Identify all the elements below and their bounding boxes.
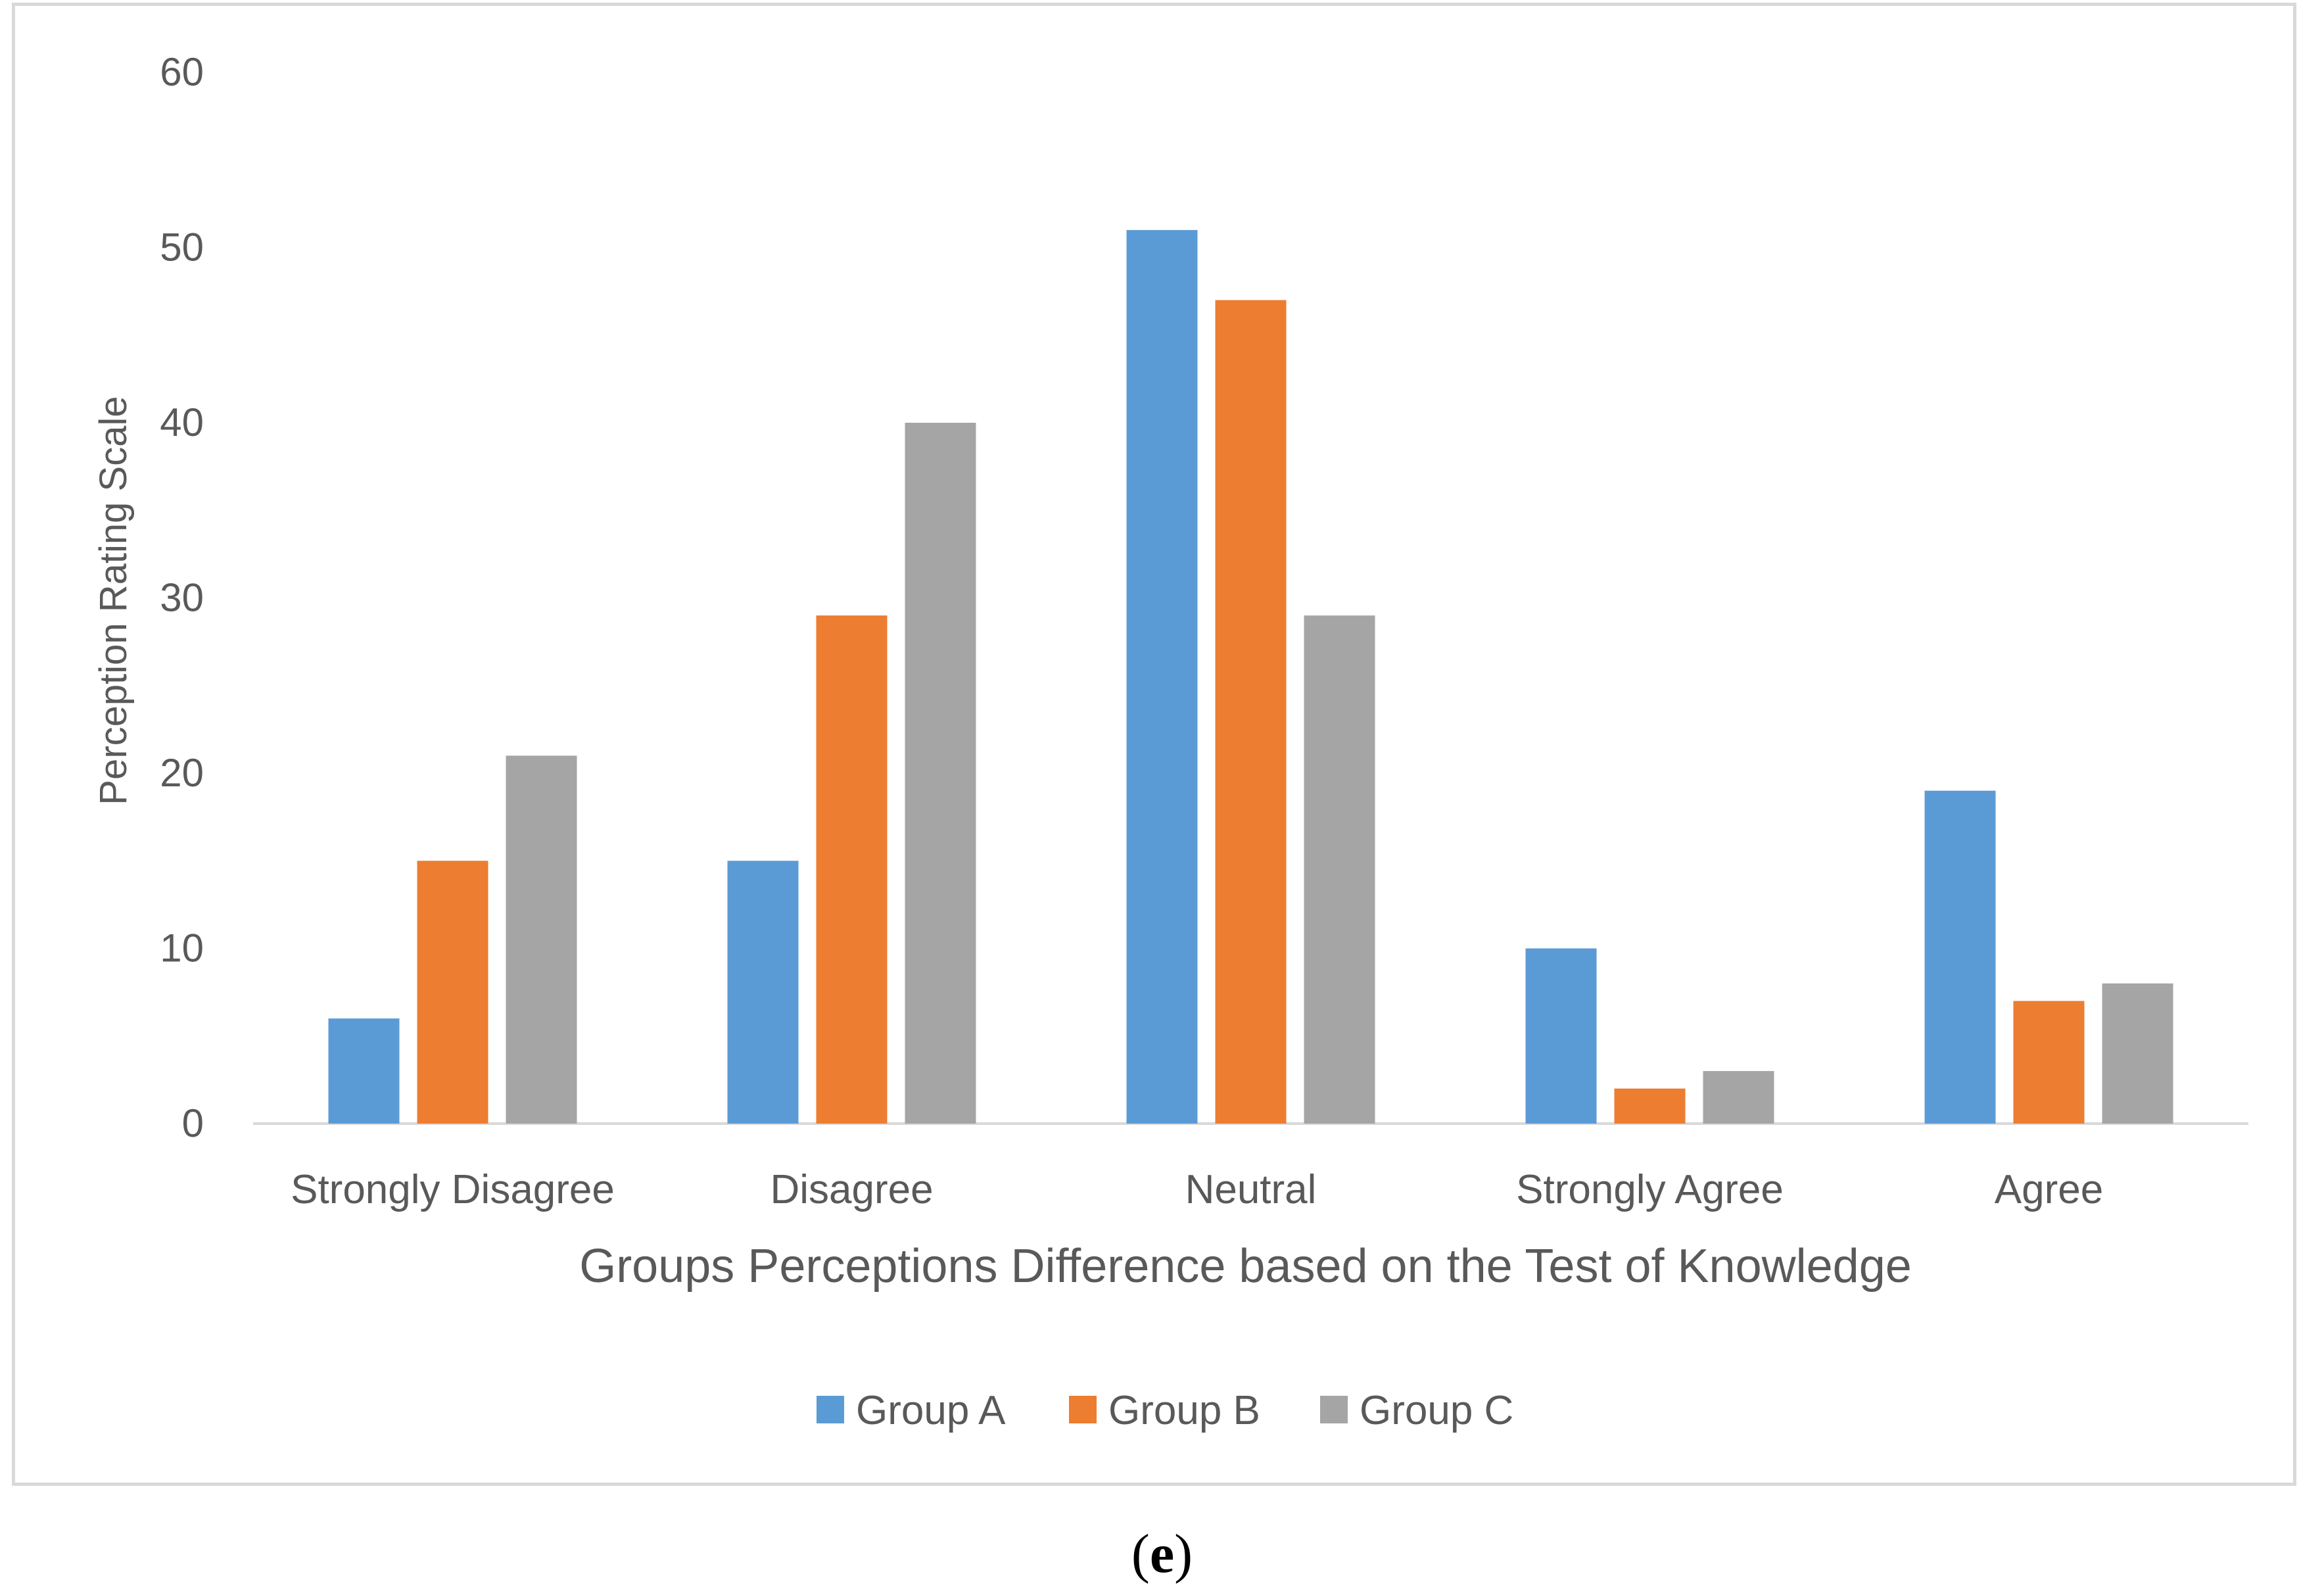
caption-close-paren: ) bbox=[1174, 1523, 1193, 1584]
x-tick-label: Strongly Agree bbox=[1516, 1167, 1784, 1212]
legend-label: Group B bbox=[1108, 1388, 1260, 1433]
bar-group-b-disagree bbox=[816, 615, 888, 1124]
bar-group-b-strongly-agree bbox=[1614, 1088, 1686, 1124]
bar-group-a-agree bbox=[1924, 790, 1996, 1124]
bar-group-c-agree bbox=[2102, 983, 2173, 1124]
bar-group-b-neutral bbox=[1215, 300, 1287, 1124]
legend-swatch-group-c bbox=[1320, 1396, 1348, 1423]
bar-group-c-neutral bbox=[1304, 615, 1375, 1124]
bar-group-c-strongly-disagree bbox=[506, 755, 577, 1124]
caption-open-paren: ( bbox=[1131, 1523, 1150, 1584]
y-tick-label: 0 bbox=[182, 1101, 204, 1145]
legend-swatch-group-b bbox=[1069, 1396, 1097, 1423]
y-axis-title: Perception Rating Scale bbox=[92, 396, 135, 805]
bar-group-b-agree bbox=[2013, 1001, 2085, 1124]
x-axis-title: Groups Perceptions Difference based on t… bbox=[579, 1240, 1912, 1293]
bar-group-a-disagree bbox=[727, 861, 799, 1124]
legend-swatch-group-a bbox=[817, 1396, 844, 1423]
x-tick-label: Disagree bbox=[770, 1167, 933, 1212]
legend-label: Group C bbox=[1360, 1388, 1513, 1433]
bar-chart: 0 10 20 30 40 50 60 Strongly Disagree Disagree N… bbox=[92, 50, 2248, 1433]
y-tick-label: 50 bbox=[160, 226, 204, 270]
bar-group-c-strongly-agree bbox=[1703, 1071, 1774, 1124]
x-tick-label: Strongly Disagree bbox=[291, 1167, 615, 1212]
x-tick-label: Agree bbox=[1995, 1167, 2103, 1212]
legend: Group A Group B Group C bbox=[817, 1388, 1513, 1433]
y-tick-label: 30 bbox=[160, 576, 204, 620]
y-tick-label: 40 bbox=[160, 400, 204, 444]
bar-group-a-neutral bbox=[1126, 229, 1198, 1124]
x-tick-label: Neutral bbox=[1185, 1167, 1317, 1212]
y-tick-label: 10 bbox=[160, 926, 204, 970]
bar-group-a-strongly-disagree bbox=[328, 1018, 400, 1124]
caption-letter: e bbox=[1149, 1523, 1175, 1584]
y-tick-label: 20 bbox=[160, 751, 204, 795]
y-tick-label: 60 bbox=[160, 50, 204, 94]
bar-group-b-strongly-disagree bbox=[417, 861, 488, 1124]
bar-group-c-disagree bbox=[905, 423, 976, 1124]
bar-group-a-strongly-agree bbox=[1525, 948, 1597, 1124]
figure-caption: (e) bbox=[0, 1522, 2324, 1586]
legend-label: Group A bbox=[856, 1388, 1006, 1433]
